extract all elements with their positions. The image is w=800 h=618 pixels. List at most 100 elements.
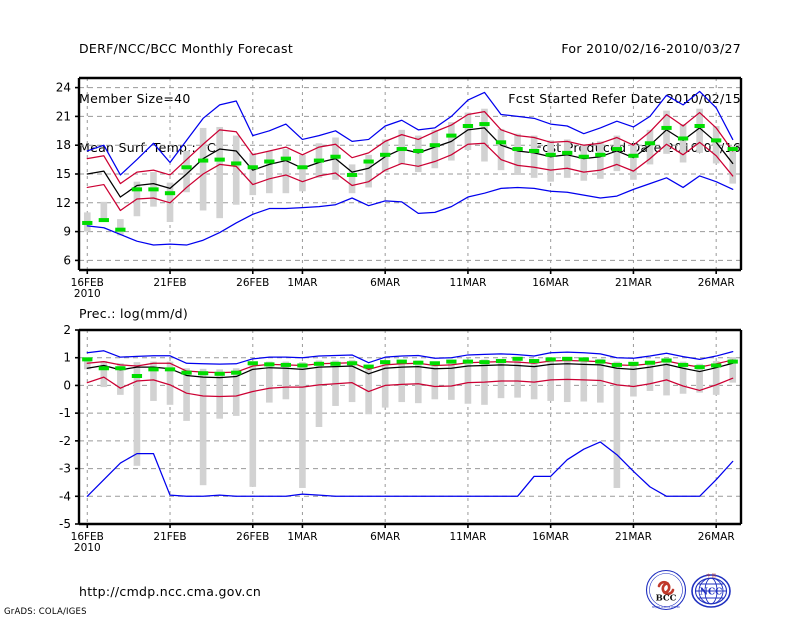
svg-text:中 国: 中 国 [706, 572, 716, 579]
series-line [86, 90, 734, 176]
y-tick-label: -2 [59, 434, 71, 448]
spread-box [663, 358, 670, 396]
y-tick-label: 9 [63, 225, 71, 239]
spread-box [580, 144, 588, 181]
y-tick-label: 18 [56, 138, 71, 152]
source-url[interactable]: http://cmdp.ncc.cma.gov.cn [79, 584, 262, 599]
series-line [86, 441, 734, 497]
x-axis: 16FEB 21FEB 26FEB 1MAR 6MAR 11MAR 16MAR 21MAR 26… [71, 270, 735, 300]
spread-box [679, 124, 687, 163]
x-tick-label: 1MAR [287, 531, 317, 543]
x-tick-label: 11MAR [449, 531, 486, 543]
spread-box [348, 164, 356, 194]
series-line [86, 359, 734, 374]
x-tick-label: 21MAR [615, 531, 652, 543]
spread-box [216, 126, 223, 219]
series-line [86, 362, 734, 379]
temperature-plot: 6 9 12 15 18 21 24 16FEB 21FEB 26FEB 1MAR 6MAR 11MAR… [56, 76, 743, 300]
spread-box [481, 108, 488, 162]
series-line [86, 110, 734, 185]
spread-box [530, 360, 538, 400]
spread-box [365, 365, 372, 415]
spread-box [464, 359, 472, 404]
spread-box [563, 139, 571, 178]
spread-box [696, 108, 703, 153]
forecast-period-label: For 2010/02/16-2010/03/27 [561, 41, 741, 56]
x-axis: 16FEB 21FEB 26FEB 1MAR 6MAR 11MAR 16MAR 21MAR 26… [71, 524, 735, 554]
spread-box [464, 112, 472, 150]
series-line [86, 141, 734, 212]
spread-box [547, 140, 554, 182]
grads-credit: GrADS: COLA/IGES [4, 607, 87, 617]
spread-box [663, 110, 670, 154]
spread-box [282, 149, 290, 194]
x-axis-year-label: 2010 [74, 542, 101, 554]
spread-box [216, 369, 223, 419]
x-tick-label: 6MAR [370, 277, 400, 289]
spread-box [282, 361, 290, 400]
fcst-started-label: Fcst Started Refer Date 2010/02/15 [508, 90, 741, 106]
svg-text:NCC: NCC [700, 588, 723, 598]
logo-group: BCC BEIJING CLIMATE CENTER NCC 中 国 [645, 569, 755, 611]
spread-box [100, 361, 108, 388]
y-tick-label: -4 [59, 489, 71, 503]
y-tick-label: -5 [59, 517, 71, 531]
spread-box [183, 368, 190, 421]
y-tick-label: 6 [63, 253, 71, 267]
spread-box [117, 363, 124, 395]
spread-box [712, 126, 720, 164]
precipitation-plot: -5 -4 -3 -2 -1 0 1 2 16FEB 21FEB 26FEB 1MAR 6MAR 11MA… [59, 323, 743, 554]
spread-box [597, 141, 604, 179]
spread-box [166, 361, 174, 405]
spread-box [398, 361, 406, 403]
spread-box [497, 358, 505, 399]
y-tick-label: 24 [56, 81, 71, 95]
spread-box [249, 152, 257, 196]
series-line [86, 127, 734, 198]
spread-box [299, 154, 306, 192]
x-tick-label: 11MAR [449, 277, 486, 289]
y-tick-label: -3 [59, 462, 71, 476]
x-tick-label: 16MAR [532, 277, 569, 289]
spread-box [299, 362, 306, 488]
bcc-logo: BCC BEIJING CLIMATE CENTER [645, 569, 687, 611]
x-axis-year-label: 2010 [74, 288, 101, 300]
spread-box [712, 361, 720, 395]
spread-box [150, 361, 157, 401]
spread-box [530, 135, 538, 178]
y-axis: 6 9 12 15 18 21 24 [56, 81, 79, 267]
ncc-logo: NCC 中 国 [691, 572, 731, 608]
spread-box [448, 362, 455, 400]
series-line [86, 175, 734, 246]
y-tick-label: 2 [63, 323, 71, 337]
spread-box [646, 129, 654, 165]
spread-box [117, 219, 124, 236]
prec-variable-label: Prec.: log(mm/d) [79, 306, 189, 321]
spread-box [348, 359, 356, 403]
spread-box [431, 362, 439, 400]
climatology-dashes [82, 356, 738, 379]
y-axis: -5 -4 -3 -2 -1 0 1 2 [59, 323, 79, 531]
x-tick-label: 16FEB [71, 531, 104, 543]
spread-box [100, 201, 108, 221]
x-tick-label: 21MAR [615, 277, 652, 289]
y-tick-label: 1 [63, 351, 71, 365]
x-tick-label: 26MAR [698, 531, 735, 543]
temperature-panel: 6 9 12 15 18 21 24 16FEB 21FEB 26FEB 1MAR 6MAR 11MAR… [0, 70, 800, 300]
y-tick-label: 0 [63, 378, 71, 392]
series-line [86, 376, 734, 398]
spread-box [497, 128, 505, 171]
spread-box [183, 150, 190, 193]
member-size-label: Member Size=40 [79, 90, 191, 106]
spread-box [613, 361, 621, 488]
chart-title: DERF/NCC/BCC Monthly Forecast [79, 41, 294, 56]
spread-box [514, 133, 521, 175]
spread-box [613, 135, 621, 172]
axis-frame [77, 76, 743, 272]
spread-box [249, 362, 257, 487]
spread-box [266, 150, 273, 194]
x-tick-label: 16FEB [71, 277, 104, 289]
y-tick-label: 12 [56, 196, 71, 210]
x-tick-label: 26FEB [236, 277, 269, 289]
